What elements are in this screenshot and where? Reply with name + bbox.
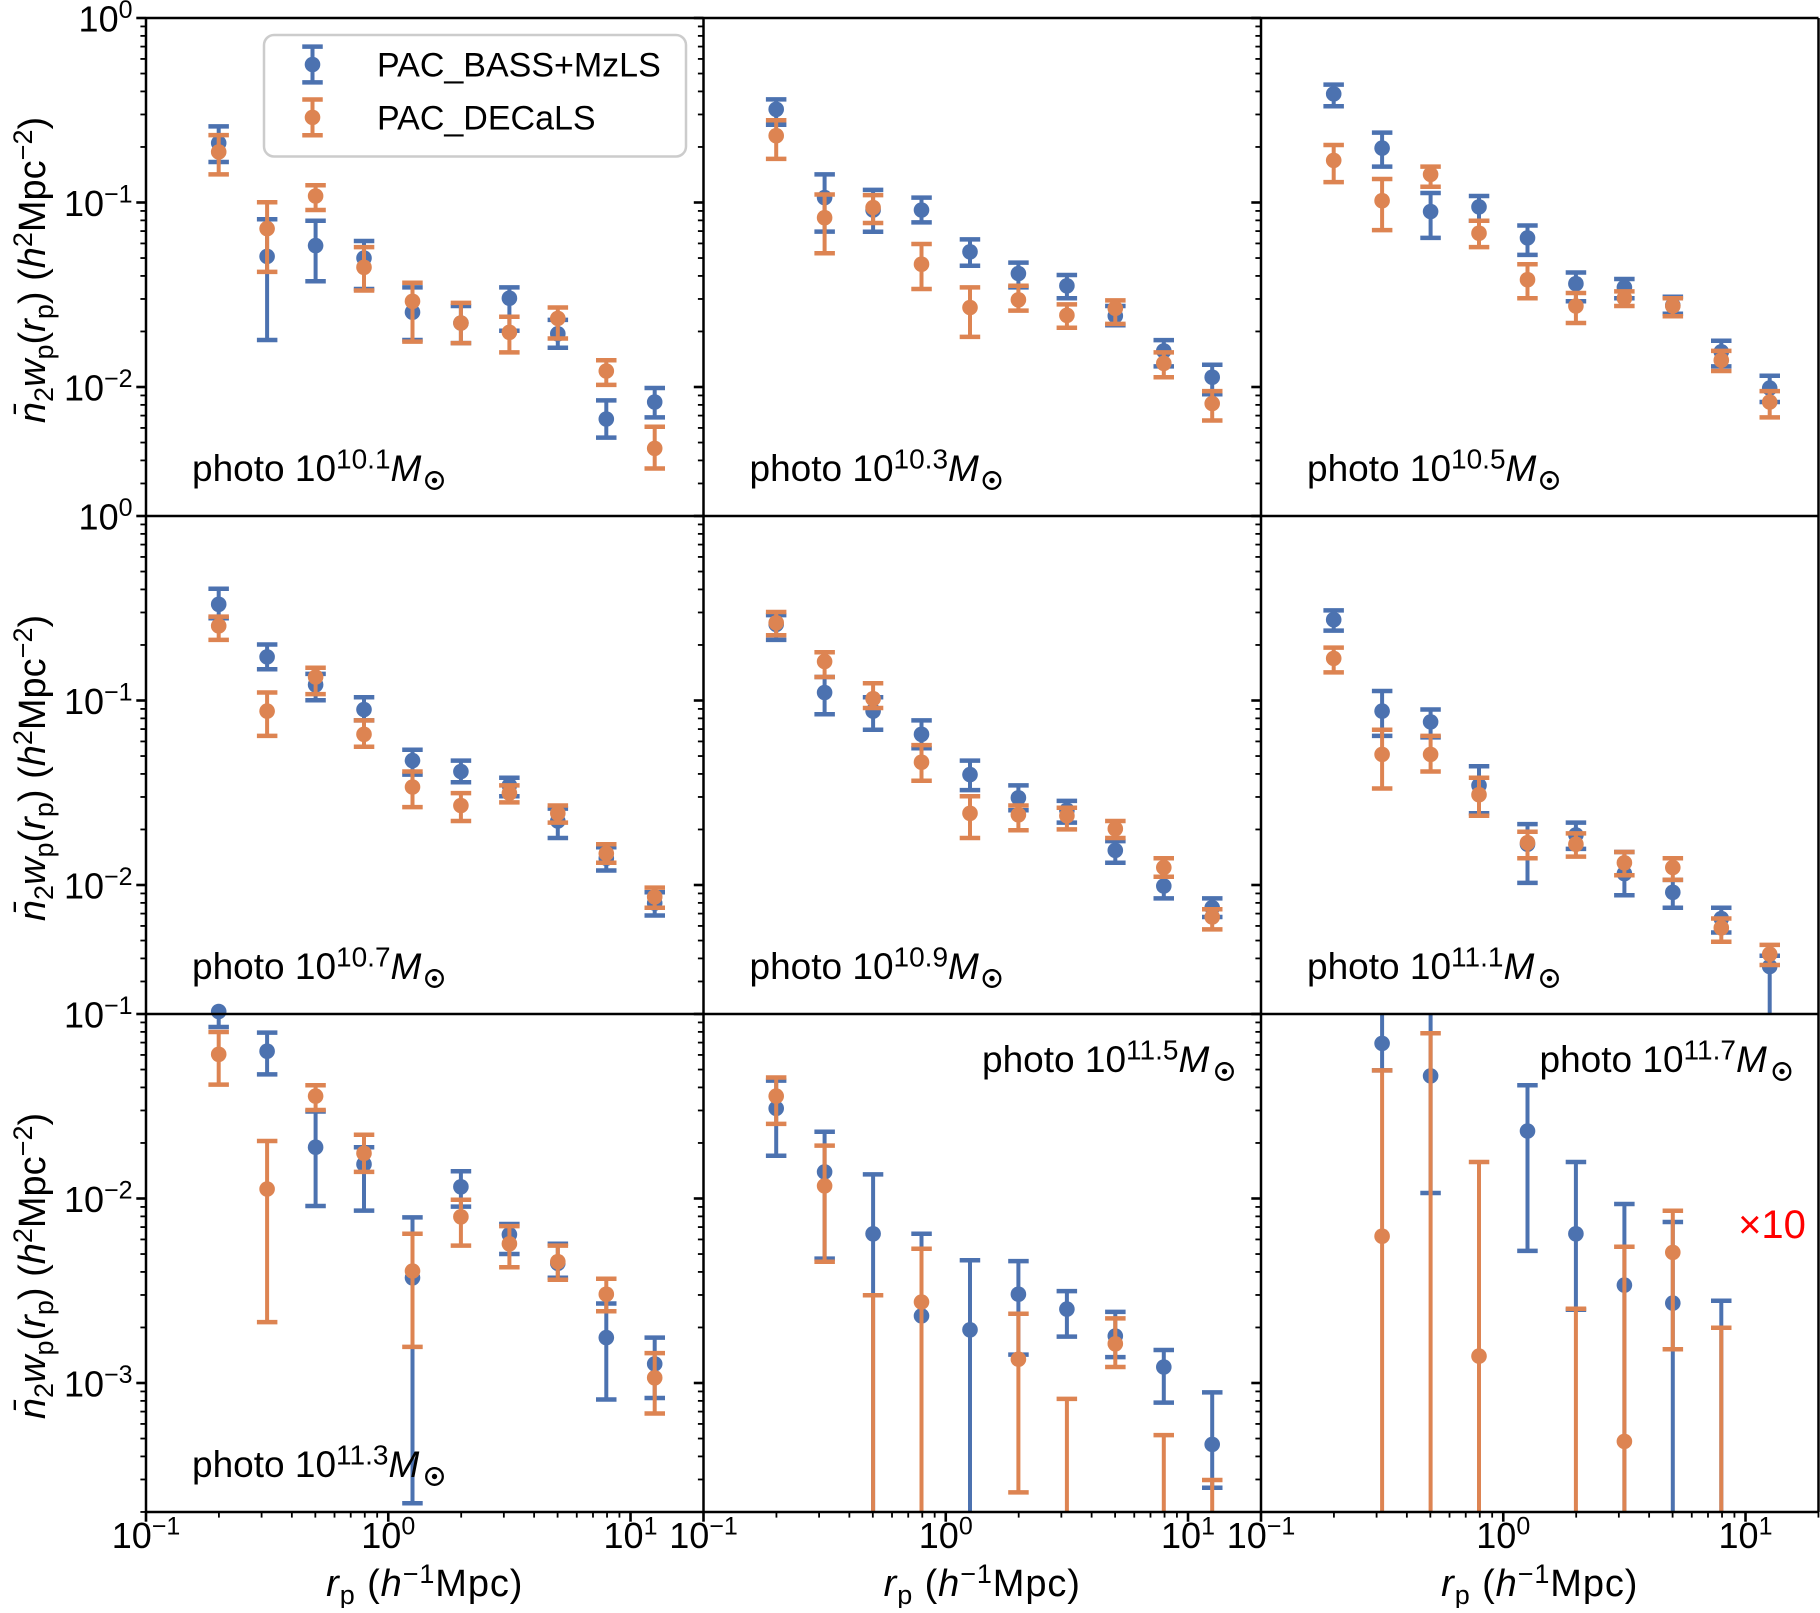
- svg-text:rp (h−1Mpc): rp (h−1Mpc): [1441, 1559, 1638, 1608]
- svg-text:n̄2wp(rp) (h2Mpc−2): n̄2wp(rp) (h2Mpc−2): [8, 615, 59, 921]
- svg-text:10−2: 10−2: [64, 365, 133, 409]
- svg-text:×10: ×10: [1738, 1203, 1806, 1247]
- svg-text:rp (h−1Mpc): rp (h−1Mpc): [326, 1559, 523, 1608]
- svg-text:photo 1011.3M: photo 1011.3M: [192, 1440, 419, 1486]
- svg-text:n̄2wp(rp) (h2Mpc−2): n̄2wp(rp) (h2Mpc−2): [8, 117, 59, 423]
- svg-text:photo 1010.1M: photo 1010.1M: [192, 444, 422, 490]
- svg-text:n̄2wp(rp) (h2Mpc−2): n̄2wp(rp) (h2Mpc−2): [8, 1113, 59, 1419]
- svg-text:100: 100: [79, 494, 133, 538]
- svg-text:PAC_DECaLS: PAC_DECaLS: [377, 100, 596, 138]
- svg-text:PAC_BASS+MzLS: PAC_BASS+MzLS: [377, 47, 661, 85]
- svg-text:rp (h−1Mpc): rp (h−1Mpc): [884, 1559, 1081, 1608]
